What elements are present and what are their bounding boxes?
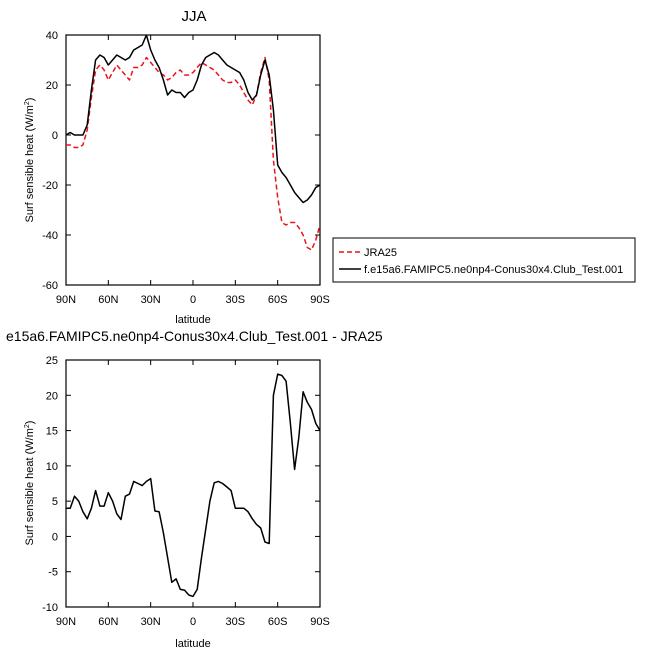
top-chart-x-axis-label: latitude bbox=[175, 314, 210, 326]
bottom-chart-y-tick-label: 20 bbox=[46, 390, 58, 402]
top-chart-x-tick-label: 60S bbox=[268, 294, 288, 306]
top-chart-y-tick-label: -60 bbox=[42, 280, 58, 292]
bottom-chart-x-tick-label: 30N bbox=[141, 616, 161, 628]
top-chart-x-tick-label: 90N bbox=[56, 294, 76, 306]
bottom-chart-y-label-main: Surf sensible heat (W/m bbox=[24, 428, 36, 545]
top-chart-y-label-end: ) bbox=[24, 98, 36, 102]
bottom-chart-y-tick-label: 10 bbox=[46, 461, 58, 473]
bottom-chart-y-tick-label: 25 bbox=[46, 355, 58, 367]
bottom-chart-y-axis-label: Surf sensible heat (W/m2) bbox=[24, 421, 36, 546]
bottom-chart-y-tick-label: -10 bbox=[42, 602, 58, 614]
bottom-chart-y-axis: -10 -5 0 5 10 15 20 25 bbox=[42, 355, 320, 614]
top-chart-y-tick-label: 20 bbox=[46, 80, 58, 92]
bottom-chart-x-tick-label: 90S bbox=[310, 616, 330, 628]
bottom-chart-series bbox=[66, 373, 320, 598]
bottom-chart-y-tick-label: -5 bbox=[48, 567, 58, 579]
bottom-chart-x-tick-label: 60S bbox=[268, 616, 288, 628]
bottom-chart-plot-frame bbox=[65, 359, 321, 608]
top-chart-series bbox=[66, 35, 320, 251]
top-chart-x-tick-label: 30N bbox=[141, 294, 161, 306]
top-chart-x-tick-label: 90S bbox=[310, 294, 330, 306]
top-chart-y-tick-label: 40 bbox=[46, 30, 58, 42]
bottom-chart-y-tick-label: 0 bbox=[52, 531, 58, 543]
top-chart-series-line-0 bbox=[66, 56, 320, 251]
top-chart-y-axis-label: Surf sensible heat (W/m2) bbox=[24, 98, 36, 223]
legend-label-jra25: JRA25 bbox=[364, 247, 397, 259]
bottom-chart-series-line-0 bbox=[66, 373, 320, 598]
bottom-chart-x-axis-label: latitude bbox=[175, 638, 210, 650]
top-chart-panel: JJA -60 -40 -20 0 20 40 90N 60N 30N 0 30S 60S 90S l… bbox=[24, 8, 636, 326]
bottom-chart-y-tick-label: 5 bbox=[52, 496, 58, 508]
bottom-chart-x-axis: 90N 60N 30N 0 30S 60S 90S bbox=[56, 360, 330, 628]
top-chart-x-tick-label: 30S bbox=[226, 294, 246, 306]
legend-box bbox=[332, 237, 636, 283]
bottom-chart-x-tick-label: 90N bbox=[56, 616, 76, 628]
top-chart-y-tick-label: 0 bbox=[52, 130, 58, 142]
bottom-chart-y-label-end: ) bbox=[24, 421, 36, 425]
bottom-chart-x-tick-label: 0 bbox=[190, 616, 196, 628]
bottom-chart-y-tick-label: 15 bbox=[46, 426, 58, 438]
bottom-chart-panel: e15a6.FAMIPC5.ne0np4-Conus30x4.Club_Test… bbox=[6, 328, 383, 650]
top-chart-y-tick-label: -40 bbox=[42, 230, 58, 242]
bottom-chart-x-tick-label: 30S bbox=[226, 616, 246, 628]
top-chart-y-axis: -60 -40 -20 0 20 40 bbox=[42, 30, 320, 292]
bottom-chart-x-tick-label: 60N bbox=[98, 616, 118, 628]
top-chart-x-axis: 90N 60N 30N 0 30S 60S 90S bbox=[56, 35, 330, 306]
top-chart-x-tick-label: 60N bbox=[98, 294, 118, 306]
top-chart-series-line-1 bbox=[66, 35, 320, 204]
bottom-chart-y-label-sup: 2 bbox=[24, 424, 31, 428]
top-chart-y-label-sup: 2 bbox=[24, 101, 31, 105]
legend-label-model: f.e15a6.FAMIPC5.ne0np4-Conus30x4.Club_Te… bbox=[364, 264, 623, 276]
top-chart-y-label-main: Surf sensible heat (W/m bbox=[24, 105, 36, 222]
top-chart-y-tick-label: -20 bbox=[42, 180, 58, 192]
top-chart-title: JJA bbox=[181, 8, 206, 25]
top-chart-x-tick-label: 0 bbox=[190, 294, 196, 306]
top-chart-legend: JRA25 f.e15a6.FAMIPC5.ne0np4-Conus30x4.C… bbox=[332, 237, 636, 283]
bottom-chart-title: e15a6.FAMIPC5.ne0np4-Conus30x4.Club_Test… bbox=[6, 328, 383, 344]
